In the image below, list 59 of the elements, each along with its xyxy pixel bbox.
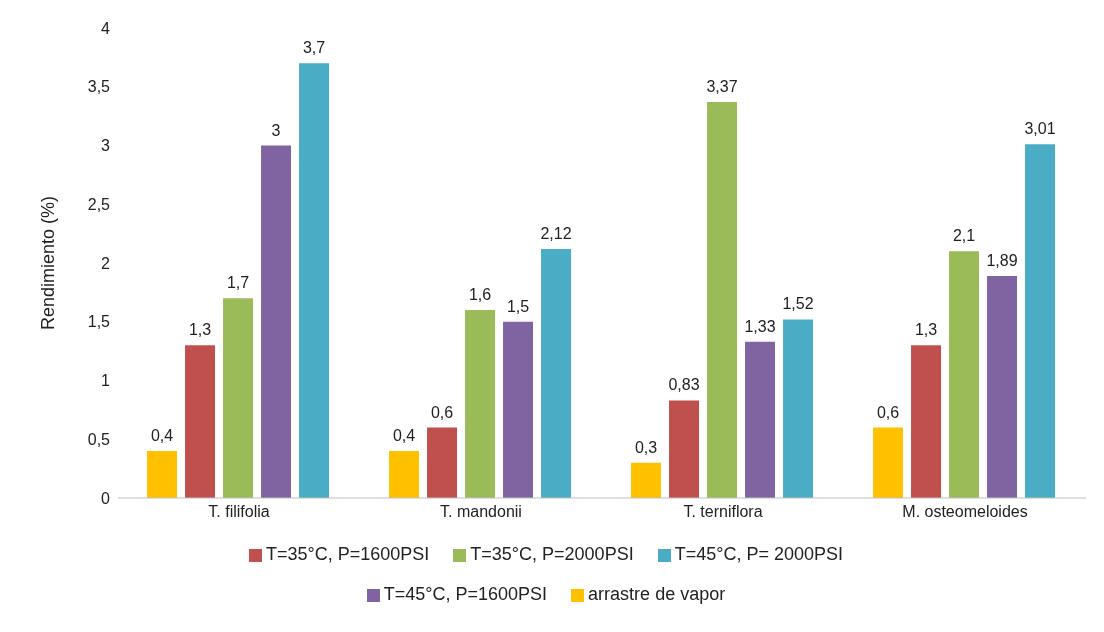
data-label: 3,01 [1024, 120, 1056, 138]
bar [261, 145, 292, 498]
data-label: 0,83 [668, 376, 700, 394]
data-label: 1,89 [986, 251, 1018, 269]
y-tick-label: 3 [101, 137, 111, 155]
data-label: 1,33 [744, 317, 776, 335]
legend-label: T=35°C, P=2000PSI [470, 544, 634, 564]
y-tick-label: 2,5 [87, 195, 111, 213]
y-tick-label: 1,5 [87, 313, 111, 331]
bar [707, 102, 738, 498]
data-label: 1,52 [782, 295, 814, 313]
y-tick-label: 1 [101, 372, 111, 390]
bar [911, 345, 942, 498]
data-label: 1,7 [226, 274, 250, 292]
bar [427, 427, 458, 498]
y-tick-label: 0,5 [87, 430, 111, 448]
y-tick-label: 4 [101, 19, 111, 37]
data-label: 0,6 [876, 403, 900, 421]
y-tick-label: 2 [101, 254, 111, 272]
y-tick-label: 0 [101, 489, 111, 507]
y-axis-title: Rendimiento (%) [38, 195, 59, 331]
x-tick-label: T. mandonii [440, 503, 522, 521]
bar [987, 275, 1018, 498]
legend-label: T=45°C, P= 2000PSI [674, 544, 843, 564]
bar [873, 427, 904, 498]
data-label: 1,3 [188, 321, 212, 339]
bar [185, 345, 216, 498]
bar [541, 248, 572, 498]
legend-label: arrastre de vapor [588, 584, 726, 604]
bar [465, 310, 496, 498]
bar [147, 451, 178, 498]
bar [503, 321, 534, 498]
legend-label: T=45°C, P=1600PSI [383, 584, 548, 604]
data-label: 0,3 [634, 438, 658, 456]
data-label: 2,1 [952, 227, 976, 245]
x-tick-label: T. terniflora [683, 503, 763, 521]
data-label: 0,6 [430, 403, 454, 421]
legend-label: T=35°C, P=1600PSI [266, 544, 430, 564]
x-tick-label: M. osteomeloides [902, 503, 1028, 521]
y-tick-label: 3,5 [87, 78, 111, 96]
data-label: 2,12 [540, 224, 572, 242]
data-label: 1,5 [506, 297, 530, 315]
data-label: 0,4 [392, 427, 416, 444]
bar [669, 400, 700, 498]
data-label: 3,7 [302, 39, 326, 57]
data-label: 3,37 [706, 78, 738, 96]
bar [389, 451, 420, 498]
bar [783, 319, 814, 498]
data-label: 1,6 [468, 286, 492, 303]
data-label: 1,3 [914, 321, 938, 339]
bar [299, 63, 330, 498]
bar [631, 462, 662, 498]
data-label: 3 [271, 121, 281, 139]
bar [949, 251, 980, 498]
bar [223, 298, 254, 498]
x-tick-label: T. filifolia [208, 503, 270, 521]
bar [745, 341, 776, 498]
data-label: 0,4 [150, 427, 174, 444]
bar [1025, 144, 1056, 498]
